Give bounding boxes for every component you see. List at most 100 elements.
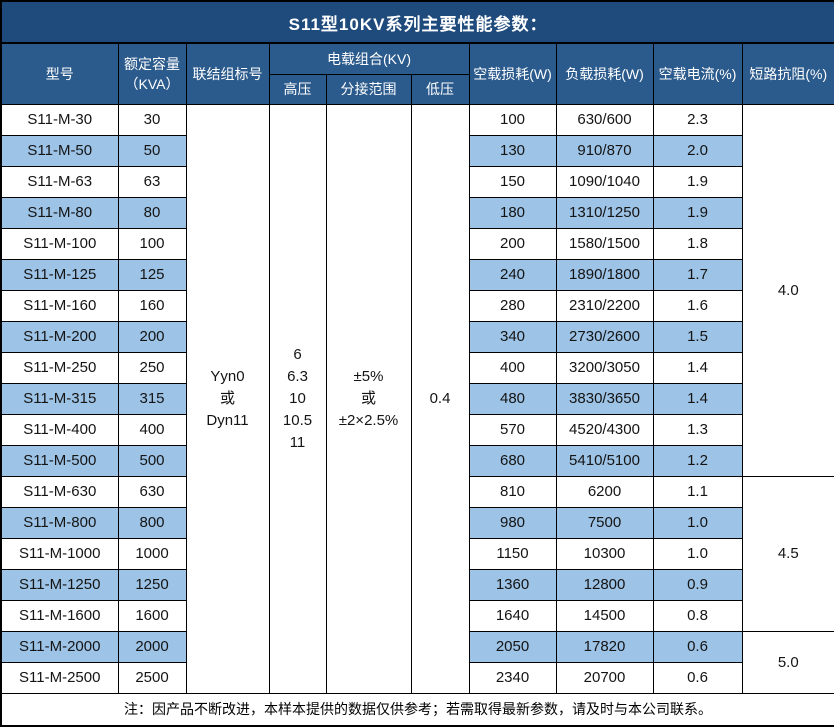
cell-high-voltage: 6 6.3 10 10.5 11 xyxy=(268,103,327,694)
table-row: S11-M-63 63 150 1090/1040 1.9 xyxy=(0,165,834,198)
cell-capacity: 630 xyxy=(117,475,187,508)
cell-load-loss: 3830/3650 xyxy=(555,382,654,415)
cell-impedance: 5.0 xyxy=(741,630,834,694)
cell-tap-range: ±5% 或 ±2×2.5% xyxy=(325,103,412,694)
cell-load-loss: 1890/1800 xyxy=(555,258,654,291)
cell-no-load-current: 1.5 xyxy=(652,320,743,353)
cell-load-loss: 17820 xyxy=(555,630,654,663)
cell-capacity: 2000 xyxy=(117,630,187,663)
table-row: S11-M-1600 1600 1640 14500 0.8 xyxy=(0,599,834,632)
col-header-low-voltage: 低压 xyxy=(410,73,470,105)
cell-no-load-loss: 570 xyxy=(468,413,557,446)
table-row: S11-M-1000 1000 1150 10300 1.0 xyxy=(0,537,834,570)
cell-no-load-current: 1.4 xyxy=(652,382,743,415)
col-header-model: 型号 xyxy=(0,42,119,105)
cell-capacity: 80 xyxy=(117,196,187,229)
col-header-capacity-line2: （KVA） xyxy=(124,75,180,92)
col-header-load-loss: 负载损耗(W) xyxy=(555,42,654,105)
cell-high-voltage-line: 11 xyxy=(289,433,306,451)
cell-capacity: 125 xyxy=(117,258,187,291)
cell-capacity: 250 xyxy=(117,351,187,384)
header-row-2: 高压 分接范围 低压 xyxy=(1,73,834,105)
table-row: S11-M-160 160 280 2310/2200 1.6 xyxy=(0,289,834,322)
table-row: S11-M-200 200 340 2730/2600 1.5 xyxy=(0,320,834,353)
cell-capacity: 400 xyxy=(117,413,187,446)
title-row: S11型10KV系列主要性能参数： xyxy=(0,0,834,44)
cell-no-load-current: 1.0 xyxy=(652,506,743,539)
cell-low-voltage: 0.4 xyxy=(410,103,470,694)
cell-model: S11-M-1600 xyxy=(0,599,119,632)
cell-load-loss: 20700 xyxy=(555,661,654,694)
cell-connection: Yyn0 或 Dyn11 xyxy=(185,103,270,694)
cell-no-load-loss: 240 xyxy=(468,258,557,291)
cell-model: S11-M-1250 xyxy=(0,568,119,601)
cell-no-load-current: 1.7 xyxy=(652,258,743,291)
header-row-1: 型号 额定容量 （KVA） 联结组标号 电载组合(KV) 空载损耗(W) 负载损… xyxy=(0,42,834,105)
col-header-connection: 联结组标号 xyxy=(185,42,270,105)
cell-load-loss: 910/870 xyxy=(555,134,654,167)
cell-model: S11-M-125 xyxy=(0,258,119,291)
cell-model: S11-M-630 xyxy=(0,475,119,508)
table-body: S11-M-30 30 Yyn0 或 Dyn11 6 6.3 10 10.5 11 ±5% 或 ±2×2… xyxy=(0,103,834,694)
cell-capacity: 30 xyxy=(117,103,187,136)
table-row: S11-M-315 315 480 3830/3650 1.4 xyxy=(0,382,834,415)
cell-tap-range-line: ±5% xyxy=(353,367,384,385)
cell-model: S11-M-80 xyxy=(0,196,119,229)
cell-no-load-current: 1.4 xyxy=(652,351,743,384)
cell-no-load-current: 1.0 xyxy=(652,537,743,570)
note-row: 注：因产品不断改进，本样本提供的数据仅供参考；若需取得最新参数，请及时与本公司联… xyxy=(0,692,834,726)
cell-impedance: 4.5 xyxy=(741,475,834,632)
cell-capacity: 200 xyxy=(117,320,187,353)
cell-load-loss: 2310/2200 xyxy=(555,289,654,322)
cell-load-loss: 1310/1250 xyxy=(555,196,654,229)
cell-load-loss: 14500 xyxy=(555,599,654,632)
cell-no-load-loss: 980 xyxy=(468,506,557,539)
cell-capacity: 315 xyxy=(117,382,187,415)
cell-capacity: 50 xyxy=(117,134,187,167)
cell-connection-line: 或 xyxy=(219,389,235,407)
cell-capacity: 500 xyxy=(117,444,187,477)
cell-no-load-current: 0.8 xyxy=(652,599,743,632)
col-header-impedance: 短路抗阻(%) xyxy=(741,42,834,105)
cell-capacity: 63 xyxy=(117,165,187,198)
cell-load-loss: 1090/1040 xyxy=(555,165,654,198)
cell-model: S11-M-200 xyxy=(0,320,119,353)
cell-no-load-current: 1.8 xyxy=(652,227,743,260)
cell-model: S11-M-50 xyxy=(0,134,119,167)
col-header-high-voltage: 高压 xyxy=(268,73,327,105)
table-row: S11-M-800 800 980 7500 1.0 xyxy=(0,506,834,539)
cell-connection-line: Yyn0 xyxy=(210,367,245,385)
table-row: S11-M-250 250 400 3200/3050 1.4 xyxy=(0,351,834,384)
table-row: S11-M-80 80 180 1310/1250 1.9 xyxy=(0,196,834,229)
table-row: S11-M-30 30 Yyn0 或 Dyn11 6 6.3 10 10.5 11 ±5% 或 ±2×2… xyxy=(0,103,834,694)
cell-capacity: 160 xyxy=(117,289,187,322)
cell-load-loss: 10300 xyxy=(555,537,654,570)
table-row: S11-M-500 500 680 5410/5100 1.2 xyxy=(0,444,834,477)
cell-model: S11-M-400 xyxy=(0,413,119,446)
cell-no-load-loss: 2340 xyxy=(468,661,557,694)
cell-no-load-current: 1.3 xyxy=(652,413,743,446)
cell-no-load-loss: 280 xyxy=(468,289,557,322)
cell-no-load-loss: 1150 xyxy=(468,537,557,570)
cell-connection-line: Dyn11 xyxy=(206,411,249,429)
cell-no-load-loss: 150 xyxy=(468,165,557,198)
col-header-capacity: 额定容量 （KVA） xyxy=(117,42,187,105)
cell-model: S11-M-2500 xyxy=(0,661,119,694)
col-header-no-load-current: 空载电流(%) xyxy=(652,42,743,105)
cell-no-load-loss: 1640 xyxy=(468,599,557,632)
cell-load-loss: 7500 xyxy=(555,506,654,539)
cell-model: S11-M-63 xyxy=(0,165,119,198)
cell-no-load-current: 2.3 xyxy=(652,103,743,136)
table-row: S11-M-630 630 810 6200 1.1 4.5 xyxy=(0,475,834,632)
cell-load-loss: 630/600 xyxy=(555,103,654,136)
table-row: S11-M-125 125 240 1890/1800 1.7 xyxy=(0,258,834,291)
table-row: S11-M-50 50 130 910/870 2.0 xyxy=(0,134,834,167)
cell-model: S11-M-315 xyxy=(0,382,119,415)
cell-no-load-current: 2.0 xyxy=(652,134,743,167)
cell-model: S11-M-160 xyxy=(0,289,119,322)
cell-no-load-loss: 480 xyxy=(468,382,557,415)
cell-load-loss: 2730/2600 xyxy=(555,320,654,353)
cell-capacity: 1600 xyxy=(117,599,187,632)
cell-high-voltage-line: 10 xyxy=(289,389,306,407)
